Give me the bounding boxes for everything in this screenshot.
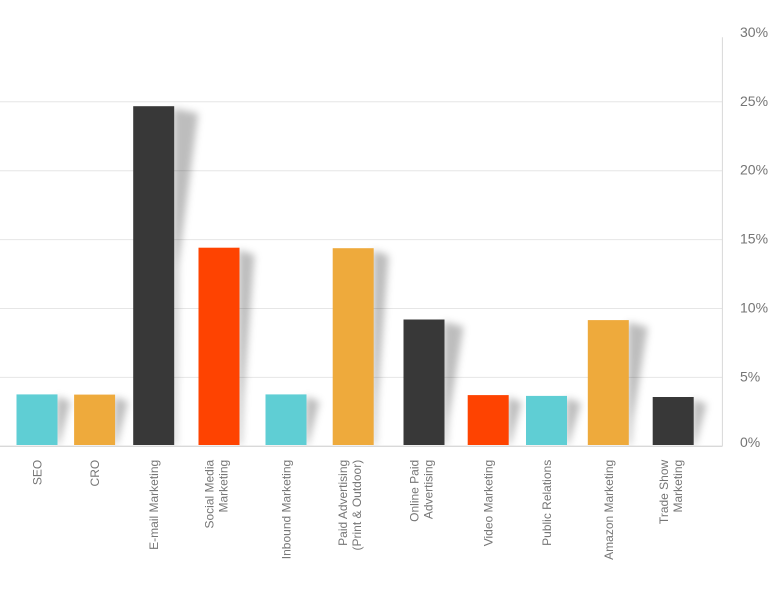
svg-text:Social Media: Social Media — [203, 459, 217, 528]
svg-text:SEO: SEO — [31, 460, 45, 485]
svg-text:0%: 0% — [740, 434, 760, 450]
svg-text:Video Marketing: Video Marketing — [482, 460, 496, 547]
svg-text:CRO: CRO — [88, 460, 102, 487]
svg-text:5%: 5% — [740, 368, 760, 384]
svg-text:Inbound Marketing: Inbound Marketing — [280, 460, 294, 559]
svg-text:Amazon Marketing: Amazon Marketing — [602, 460, 616, 560]
svg-text:25%: 25% — [740, 93, 768, 109]
svg-text:15%: 15% — [740, 231, 768, 247]
svg-text:Paid Advertising: Paid Advertising — [336, 460, 350, 546]
svg-text:Trade Show: Trade Show — [657, 459, 671, 524]
svg-text:E-mail Marketing: E-mail Marketing — [147, 460, 161, 550]
svg-text:20%: 20% — [740, 162, 768, 178]
svg-text:30%: 30% — [740, 24, 768, 40]
svg-text:Online Paid: Online Paid — [408, 460, 422, 522]
svg-text:Advertising: Advertising — [422, 460, 436, 519]
svg-text:Marketing: Marketing — [671, 460, 685, 513]
svg-text:Marketing: Marketing — [217, 460, 231, 513]
svg-text:(Print & Outdoor): (Print & Outdoor) — [350, 460, 364, 551]
svg-text:10%: 10% — [740, 300, 768, 316]
svg-text:Public Relations: Public Relations — [540, 460, 554, 546]
